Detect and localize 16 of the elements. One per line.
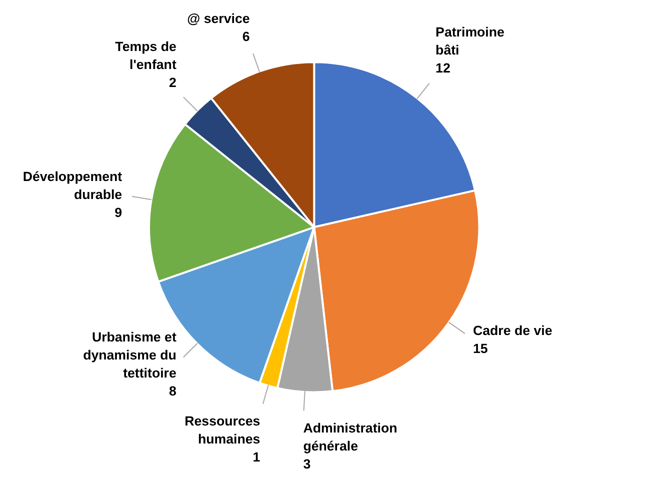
- data-label: 15: [472, 340, 488, 356]
- slice-label: Temps de l'enfant: [115, 39, 177, 72]
- data-label: 8: [168, 384, 176, 399]
- data-label: 6: [242, 29, 250, 44]
- data-label: 1: [252, 449, 261, 464]
- data-label: 9: [114, 205, 122, 220]
- slice-label: @ service: [187, 11, 250, 26]
- slice-label: Ressources humaines: [184, 413, 260, 446]
- slice-label: Développement durable: [22, 169, 123, 202]
- data-label: 12: [436, 60, 450, 76]
- slice-label: Administration générale: [303, 420, 398, 454]
- data-label: 2: [168, 75, 176, 90]
- slice-label: Urbanisme et dynamisme du tettitoire: [83, 330, 177, 381]
- slice-label: Cadre de vie: [472, 322, 552, 338]
- slice-label: Patrimoine bâti: [436, 24, 504, 58]
- data-label: 3: [303, 456, 311, 472]
